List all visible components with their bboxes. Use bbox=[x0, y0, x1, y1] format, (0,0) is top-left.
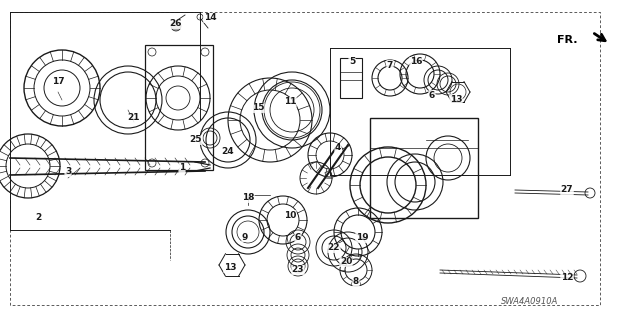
Text: 3: 3 bbox=[65, 167, 71, 176]
Text: 15: 15 bbox=[252, 103, 264, 113]
Bar bbox=[340, 58, 362, 98]
Text: 16: 16 bbox=[410, 57, 422, 66]
Text: 9: 9 bbox=[242, 233, 248, 241]
Text: 19: 19 bbox=[356, 234, 368, 242]
Text: 6: 6 bbox=[429, 91, 435, 100]
Text: 5: 5 bbox=[349, 57, 355, 66]
Text: 2: 2 bbox=[35, 213, 41, 222]
Text: FR.: FR. bbox=[557, 35, 578, 45]
Text: 25: 25 bbox=[189, 136, 202, 145]
Text: 14: 14 bbox=[204, 13, 216, 23]
Text: 27: 27 bbox=[561, 186, 573, 195]
Text: 7: 7 bbox=[387, 61, 393, 70]
Text: SWA4A0910A: SWA4A0910A bbox=[501, 298, 559, 307]
Circle shape bbox=[171, 21, 181, 31]
Text: 23: 23 bbox=[292, 265, 304, 275]
Bar bbox=[370, 118, 478, 218]
Text: 6: 6 bbox=[295, 234, 301, 242]
Text: 13: 13 bbox=[450, 94, 462, 103]
Text: 11: 11 bbox=[284, 98, 296, 107]
Text: 13: 13 bbox=[224, 263, 236, 272]
Text: 21: 21 bbox=[128, 114, 140, 122]
Bar bbox=[145, 45, 213, 170]
Text: 1: 1 bbox=[179, 164, 185, 173]
Text: 18: 18 bbox=[242, 194, 254, 203]
Text: 26: 26 bbox=[170, 19, 182, 28]
Text: 10: 10 bbox=[284, 211, 296, 219]
Text: 24: 24 bbox=[221, 147, 234, 157]
Text: 12: 12 bbox=[561, 273, 573, 283]
Text: 17: 17 bbox=[52, 78, 64, 86]
Text: 22: 22 bbox=[328, 243, 340, 253]
Text: 8: 8 bbox=[353, 278, 359, 286]
Text: 4: 4 bbox=[335, 144, 341, 152]
Text: 20: 20 bbox=[340, 257, 352, 266]
